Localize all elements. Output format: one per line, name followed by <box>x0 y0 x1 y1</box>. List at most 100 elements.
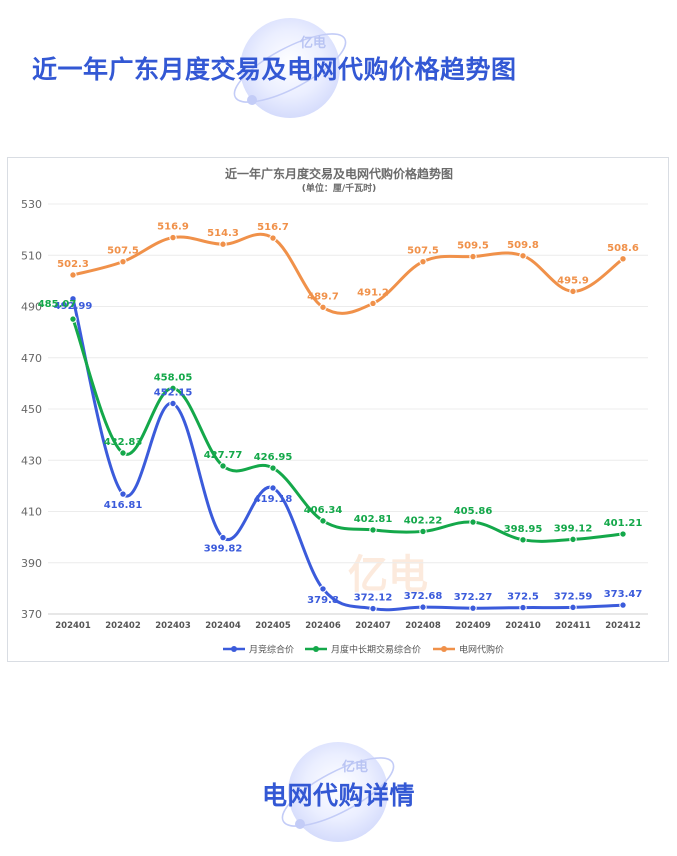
page-title: 近一年广东月度交易及电网代购价格趋势图 <box>32 55 517 84</box>
x-tick-label: 202407 <box>355 621 391 631</box>
series-line <box>72 232 624 315</box>
legend-swatch-dot <box>231 646 237 652</box>
data-point <box>219 240 227 248</box>
x-tick-label: 202403 <box>155 621 191 631</box>
x-tick-label: 202409 <box>455 621 491 631</box>
data-label: 507.5 <box>407 246 439 257</box>
y-tick-label: 490 <box>21 301 42 314</box>
data-label: 372.68 <box>404 591 443 602</box>
data-label: 452.15 <box>154 387 193 398</box>
section-title: 电网代购详情 <box>261 781 415 810</box>
x-tick-label: 202410 <box>505 621 541 631</box>
x-tick-label: 202405 <box>255 621 291 631</box>
data-label: 514.3 <box>207 228 239 239</box>
data-point <box>119 449 127 457</box>
data-point <box>269 234 277 242</box>
data-label: 507.5 <box>107 246 139 257</box>
data-point <box>419 257 427 266</box>
data-label: 372.27 <box>454 592 493 603</box>
legend-label: 月竞综合价 <box>249 644 294 656</box>
data-label: 495.9 <box>557 275 589 286</box>
x-tick-label: 202402 <box>105 621 141 631</box>
data-label: 516.7 <box>257 222 289 233</box>
data-label: 509.8 <box>507 240 539 251</box>
data-label: 398.95 <box>504 524 543 535</box>
price-trend-chart: 亿电 近一年广东月度交易及电网代购价格趋势图 (单位：厘/千瓦时) 530 510… <box>21 166 648 656</box>
watermark-text: 亿电 <box>348 552 428 598</box>
data-point <box>569 287 577 296</box>
data-point <box>69 295 77 303</box>
data-point <box>569 535 577 544</box>
data-point <box>519 536 527 544</box>
y-tick-label: 510 <box>21 249 42 262</box>
data-label: 401.21 <box>604 518 643 529</box>
data-point <box>69 271 77 279</box>
data-point <box>69 315 77 323</box>
legend: 月竞综合价 月度中长期交易综合价 电网代购价 <box>223 644 504 656</box>
series-layer <box>69 232 627 613</box>
data-label: 458.05 <box>154 372 193 383</box>
y-tick-label: 370 <box>21 608 42 621</box>
y-tick-label: 430 <box>21 454 42 467</box>
data-point <box>419 527 427 536</box>
data-label: 416.81 <box>104 500 143 511</box>
data-label: 492.99 <box>54 301 93 312</box>
data-label: 405.86 <box>454 506 493 517</box>
data-point <box>619 255 627 263</box>
data-label: 406.34 <box>304 505 343 516</box>
data-point <box>169 384 177 393</box>
data-point <box>569 603 577 612</box>
x-tick-label: 202411 <box>555 621 591 631</box>
data-point <box>519 252 527 260</box>
x-tick-label: 202404 <box>205 621 241 631</box>
chart-subtitle: (单位：厘/千瓦时) <box>302 182 377 194</box>
data-point <box>219 462 227 470</box>
data-label: 432.83 <box>104 437 143 448</box>
data-point <box>369 604 377 613</box>
data-point <box>219 533 227 542</box>
data-point <box>369 299 377 308</box>
data-label: 491.2 <box>357 287 389 298</box>
data-point <box>419 603 427 611</box>
data-label: 485.07 <box>38 299 77 310</box>
data-label: 516.9 <box>157 222 189 233</box>
chart-watermark: 亿电 <box>348 552 428 598</box>
data-label: 402.81 <box>354 514 393 525</box>
data-point <box>619 530 627 538</box>
data-label: 372.5 <box>507 592 539 603</box>
data-point <box>319 303 327 311</box>
x-tick-label: 202412 <box>605 621 641 631</box>
data-point <box>169 399 177 408</box>
x-tick-label: 202408 <box>405 621 441 631</box>
data-point <box>169 233 177 242</box>
data-point <box>469 518 477 526</box>
y-axis: 530 510 490 470 450 430 410 390 370 <box>21 198 42 621</box>
data-label: 508.6 <box>607 243 639 254</box>
data-point <box>319 517 327 525</box>
y-tick-label: 450 <box>21 403 42 416</box>
data-point <box>469 604 477 612</box>
series-line <box>71 298 624 612</box>
data-label: 419.18 <box>254 494 293 505</box>
x-axis: 202401 202402 202403 202404 202405 202406 2024… <box>48 613 648 631</box>
legend-swatch-dot <box>313 646 319 652</box>
y-tick-label: 410 <box>21 506 42 519</box>
y-tick-label: 470 <box>21 352 42 365</box>
data-point <box>269 484 277 492</box>
data-point <box>269 464 277 472</box>
data-point <box>369 526 377 534</box>
data-label: 372.59 <box>554 591 593 602</box>
data-point <box>619 601 627 609</box>
legend-label: 电网代购价 <box>459 644 504 656</box>
data-point <box>519 603 527 612</box>
data-label: 399.12 <box>554 523 593 534</box>
data-point <box>319 585 327 593</box>
data-label: 502.3 <box>57 259 89 270</box>
logo-top-text: 亿电 <box>300 35 326 51</box>
y-tick-label: 390 <box>21 557 42 570</box>
data-point <box>469 252 477 261</box>
data-label: 372.12 <box>354 593 393 604</box>
data-label: 489.7 <box>307 291 339 302</box>
x-tick-label: 202401 <box>55 621 91 631</box>
data-labels: 492.99 416.81 452.15 399.82 419.18 379.8 372.1… <box>38 222 643 606</box>
